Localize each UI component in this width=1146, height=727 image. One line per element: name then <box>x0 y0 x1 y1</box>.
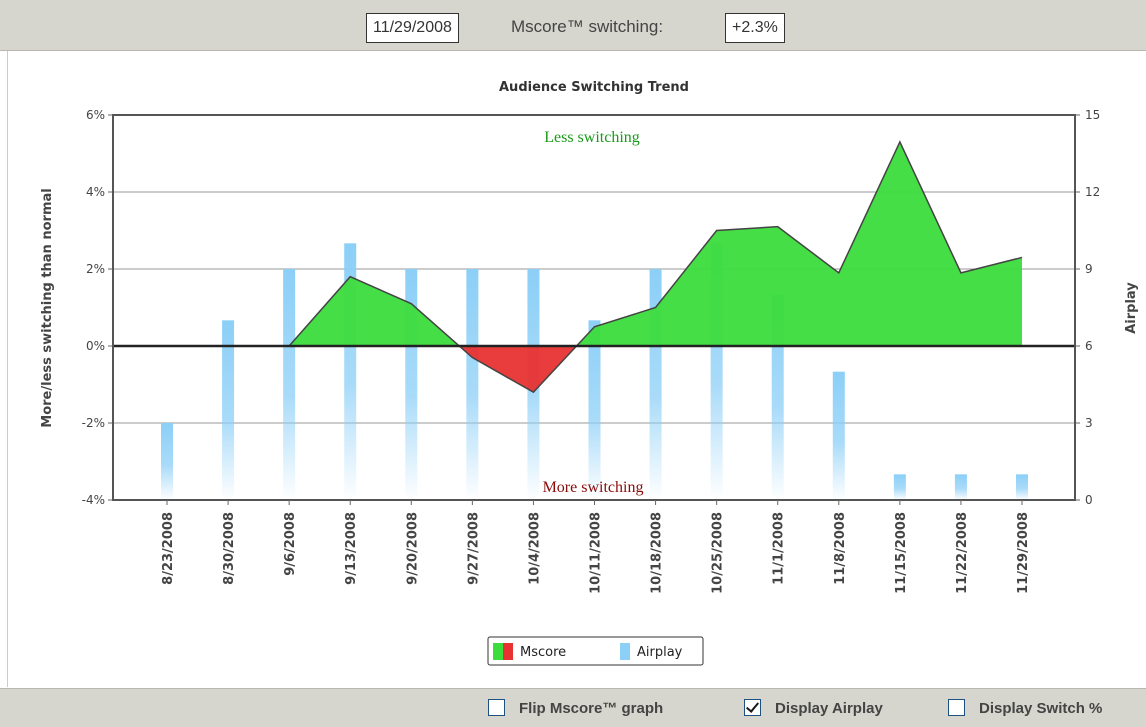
airplay-bar <box>954 474 967 500</box>
checkbox-label[interactable]: Flip Mscore™ graph <box>519 700 664 717</box>
y-tick-label: 0% <box>86 339 105 353</box>
y-axis-label: More/less switching than normal <box>40 188 55 427</box>
chart-title: Audience Switching Trend <box>499 80 689 95</box>
x-tick-label: 11/29/2008 <box>1016 512 1031 594</box>
metric-label: Mscore™ switching: <box>511 17 664 36</box>
x-tick-label: 10/25/2008 <box>711 512 726 594</box>
x-tick-label: 8/30/2008 <box>222 512 237 585</box>
y2-tick-label: 9 <box>1085 262 1093 276</box>
x-tick-label: 9/13/2008 <box>344 512 359 585</box>
x-tick-label: 10/4/2008 <box>527 512 542 585</box>
date-box: 11/29/2008 <box>366 13 459 43</box>
y-tick-label: -2% <box>82 416 105 430</box>
x-tick-label: 10/11/2008 <box>589 512 604 594</box>
y2-tick-label: 12 <box>1085 185 1100 199</box>
checkbox-label[interactable]: Display Airplay <box>775 700 883 717</box>
checkbox-label[interactable]: Display Switch % <box>979 700 1103 717</box>
checkbox-control[interactable]: Display Airplay <box>744 699 883 719</box>
y-tick-label: 4% <box>86 185 105 199</box>
airplay-bar <box>283 269 296 500</box>
y2-axis-label: Airplay <box>1124 282 1139 334</box>
y2-tick-label: 0 <box>1085 493 1093 507</box>
mscore-area-positive <box>167 141 1022 346</box>
checkbox[interactable] <box>744 699 761 716</box>
y-tick-label: 2% <box>86 262 105 276</box>
y2-tick-label: 6 <box>1085 339 1093 353</box>
x-tick-label: 11/22/2008 <box>955 512 970 594</box>
chart: Audience Switching Trend More/less switc… <box>40 80 1139 666</box>
airplay-bar <box>161 423 173 500</box>
x-tick-label: 8/23/2008 <box>161 512 176 585</box>
top-bar: 11/29/2008 Mscore™ switching: +2.3% <box>0 0 1146 51</box>
airplay-bar <box>588 320 601 500</box>
y-tick-label: 6% <box>86 108 105 122</box>
legend-label: Airplay <box>637 645 683 660</box>
legend-swatch <box>620 643 630 660</box>
annotation: More switching <box>543 479 644 496</box>
airplay-bar <box>222 320 235 500</box>
airplay-bar <box>893 474 906 500</box>
mscore-line <box>167 140 1023 394</box>
x-tick-label: 9/20/2008 <box>405 512 420 585</box>
value-box: +2.3% <box>725 13 785 43</box>
y2-tick-label: 3 <box>1085 416 1093 430</box>
legend-label: Mscore <box>520 645 566 660</box>
x-tick-label: 9/27/2008 <box>466 512 481 585</box>
checkbox[interactable] <box>948 699 965 716</box>
checkbox[interactable] <box>488 699 505 716</box>
checkbox-control[interactable]: Display Switch % <box>948 699 1102 719</box>
y2-tick-label: 15 <box>1085 108 1100 122</box>
chart-panel: Audience Switching Trend More/less switc… <box>7 51 1146 687</box>
airplay-bar <box>1016 474 1028 500</box>
legend-swatch <box>493 643 503 660</box>
x-tick-label: 11/8/2008 <box>833 512 848 585</box>
airplay-bar <box>466 269 479 500</box>
x-tick-label: 10/18/2008 <box>650 512 665 594</box>
annotation: Less switching <box>544 129 640 146</box>
y-tick-label: -4% <box>82 493 105 507</box>
x-tick-label: 11/15/2008 <box>894 512 909 594</box>
legend-swatch <box>503 643 513 660</box>
checkbox-control[interactable]: Flip Mscore™ graph <box>488 699 663 719</box>
airplay-bar <box>832 371 845 500</box>
bottom-bar: Flip Mscore™ graph Display Airplay Display… <box>0 688 1146 727</box>
x-tick-label: 11/1/2008 <box>772 512 787 585</box>
x-tick-label: 9/6/2008 <box>283 512 298 576</box>
legend-box <box>487 636 704 666</box>
